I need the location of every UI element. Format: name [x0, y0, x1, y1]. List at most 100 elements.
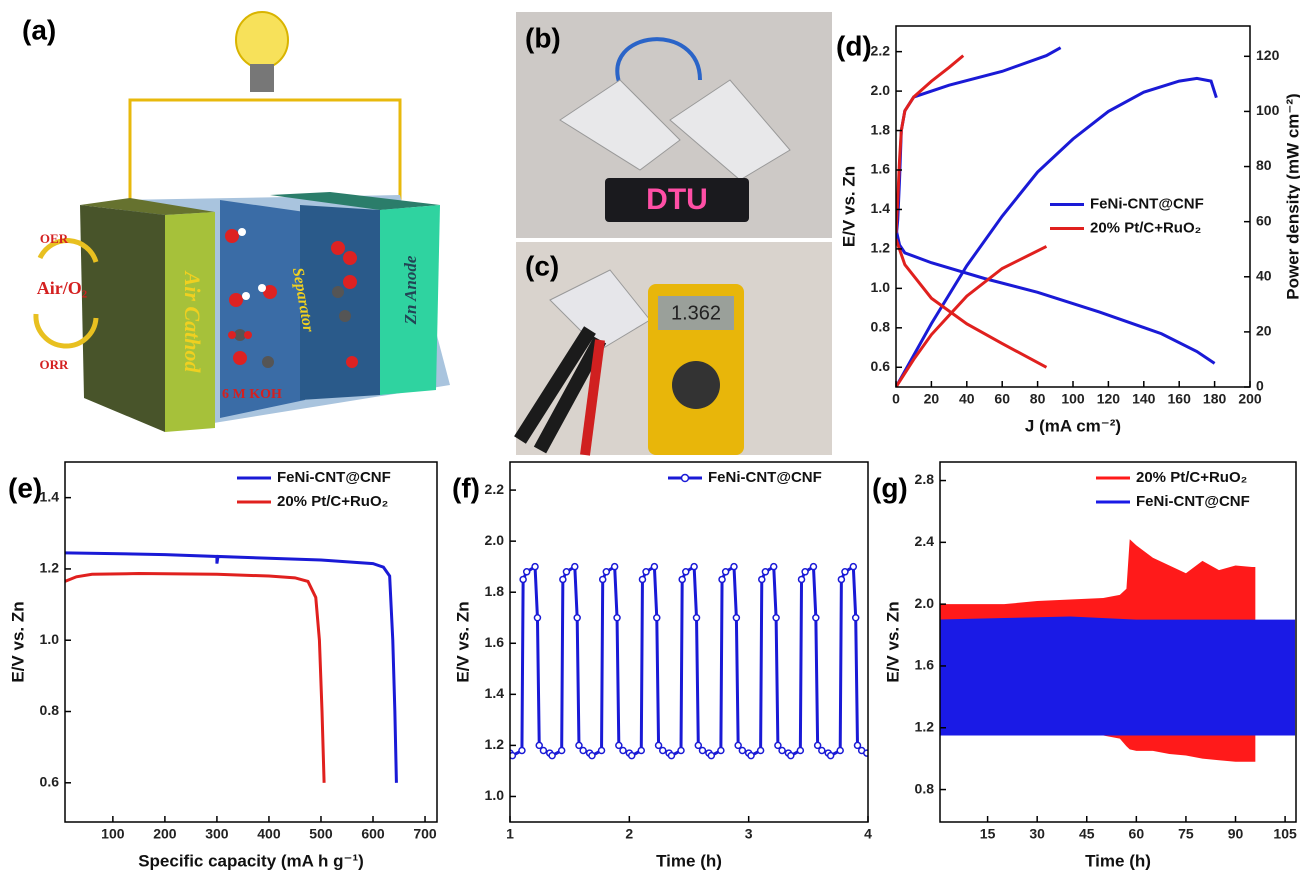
- marker: [650, 562, 659, 571]
- marker: [738, 746, 747, 755]
- marker: [654, 741, 663, 750]
- line: [510, 564, 868, 758]
- x-tick-label: 500: [309, 826, 333, 842]
- y-tick-label: 0.8: [871, 319, 891, 335]
- marker: [573, 613, 581, 622]
- marker: [559, 575, 567, 584]
- y-tick-label: 2.0: [871, 82, 891, 98]
- x-axis-label: Time (h): [1085, 851, 1151, 870]
- plot-frame: [64, 461, 438, 823]
- panel-label: (a): [22, 14, 56, 45]
- marker: [853, 741, 862, 750]
- cell-holder: [559, 79, 681, 171]
- marker: [747, 751, 755, 760]
- x-tick-label: 700: [413, 826, 437, 842]
- x-tick-label: 45: [1079, 826, 1095, 842]
- x-tick-label: 100: [1061, 391, 1085, 407]
- y-tick-label: 1.6: [915, 657, 935, 673]
- curve: [896, 238, 1048, 369]
- legend-label: FeNi-CNT@CNF: [1136, 493, 1250, 510]
- y-tick-label: 1.4: [871, 200, 891, 216]
- marker: [774, 741, 782, 750]
- x-tick-label: 60: [1129, 826, 1145, 842]
- meter-reading: 1.362: [671, 302, 721, 324]
- photo-b: DTU (b): [516, 12, 832, 238]
- marker: [597, 746, 606, 755]
- chart-panel: 15 30 45 60 75 90 105 0.8 1.2 1.6 2.0 2.4 2.8 Time (h…: [872, 461, 1297, 870]
- legend-marker: [680, 473, 690, 483]
- chart-panel: 1 2 3 4 1.0 1.2 1.4 1.6 1.8 2.0 2.2 Time (h) E/V vs.…: [452, 461, 872, 870]
- marker: [756, 746, 765, 755]
- cathode-front: [165, 212, 215, 432]
- legend-label: FeNi-CNT@CNF: [277, 469, 391, 486]
- x-tick-label: 140: [1132, 391, 1156, 407]
- marker: [519, 575, 527, 584]
- y-tick-label: 1.0: [485, 787, 505, 803]
- chart-panel: 100 200 300 400 500 600 700 0.6 0.8 1.0 1.2 1.4 Spec…: [8, 461, 438, 870]
- marker: [548, 751, 556, 760]
- y2-tick-label: 40: [1256, 267, 1272, 283]
- x-tick-label: 105: [1273, 826, 1297, 842]
- bulb-base: [250, 64, 274, 92]
- panel-label: (d): [836, 30, 872, 61]
- curve: [896, 76, 1218, 387]
- wire: [128, 98, 402, 208]
- x-tick-label: 400: [257, 826, 281, 842]
- cathode-side: [80, 205, 165, 432]
- marker: [613, 613, 621, 622]
- x-axis-label: Specific capacity (mA h g⁻¹): [138, 851, 364, 870]
- marker: [562, 568, 571, 576]
- y2-tick-label: 0: [1256, 378, 1264, 394]
- y-tick-label: 1.8: [485, 583, 505, 599]
- x-tick-label: 90: [1228, 826, 1244, 842]
- marker: [658, 746, 667, 755]
- cable: [615, 37, 702, 86]
- marker: [769, 562, 778, 571]
- plot-frame: [939, 461, 1297, 823]
- marker: [851, 613, 860, 622]
- probe: [514, 326, 607, 454]
- marker: [642, 568, 650, 576]
- cathode-top: [80, 198, 215, 215]
- line: [65, 551, 398, 783]
- marker: [602, 568, 611, 576]
- y-tick-label: 2.8: [915, 471, 935, 487]
- marker: [826, 751, 835, 760]
- y-tick-label: 1.2: [915, 718, 935, 734]
- x-tick-label: 30: [1029, 826, 1045, 842]
- marker: [812, 613, 820, 622]
- gas-label: Air/O₂: [37, 278, 87, 298]
- plot-area: [896, 46, 1218, 387]
- y-tick-label: 1.2: [485, 736, 505, 752]
- marker: [758, 575, 766, 584]
- panel-label: (b): [525, 22, 561, 53]
- marker: [841, 568, 849, 576]
- plot-area: [65, 551, 398, 783]
- legend-label: 20% Pt/C+RuO₂: [1090, 219, 1201, 236]
- legend-label: FeNi-CNT@CNF: [1090, 195, 1204, 212]
- marker: [535, 741, 543, 750]
- marker: [588, 751, 596, 760]
- marker: [797, 575, 806, 584]
- panel-label: (g): [872, 472, 908, 503]
- line: [65, 572, 326, 783]
- x-tick-label: 600: [361, 826, 385, 842]
- y-axis-label: E/V vs. Zn: [883, 601, 902, 682]
- marker: [557, 746, 566, 755]
- marker: [809, 562, 818, 571]
- cycle-arrow: [33, 313, 99, 349]
- y-tick-label: 1.2: [871, 240, 891, 256]
- marker: [690, 562, 698, 571]
- marker: [787, 751, 795, 760]
- x-tick-label: 200: [153, 826, 177, 842]
- marker: [818, 746, 826, 755]
- marker: [836, 746, 844, 755]
- x-tick-label: 200: [1238, 391, 1262, 407]
- marker: [539, 746, 548, 755]
- marker: [718, 575, 726, 584]
- marker: [732, 613, 741, 622]
- cathode-label: Air Cathod: [180, 270, 205, 374]
- x-tick-label: 120: [1097, 391, 1121, 407]
- y-tick-label: 0.6: [40, 773, 60, 789]
